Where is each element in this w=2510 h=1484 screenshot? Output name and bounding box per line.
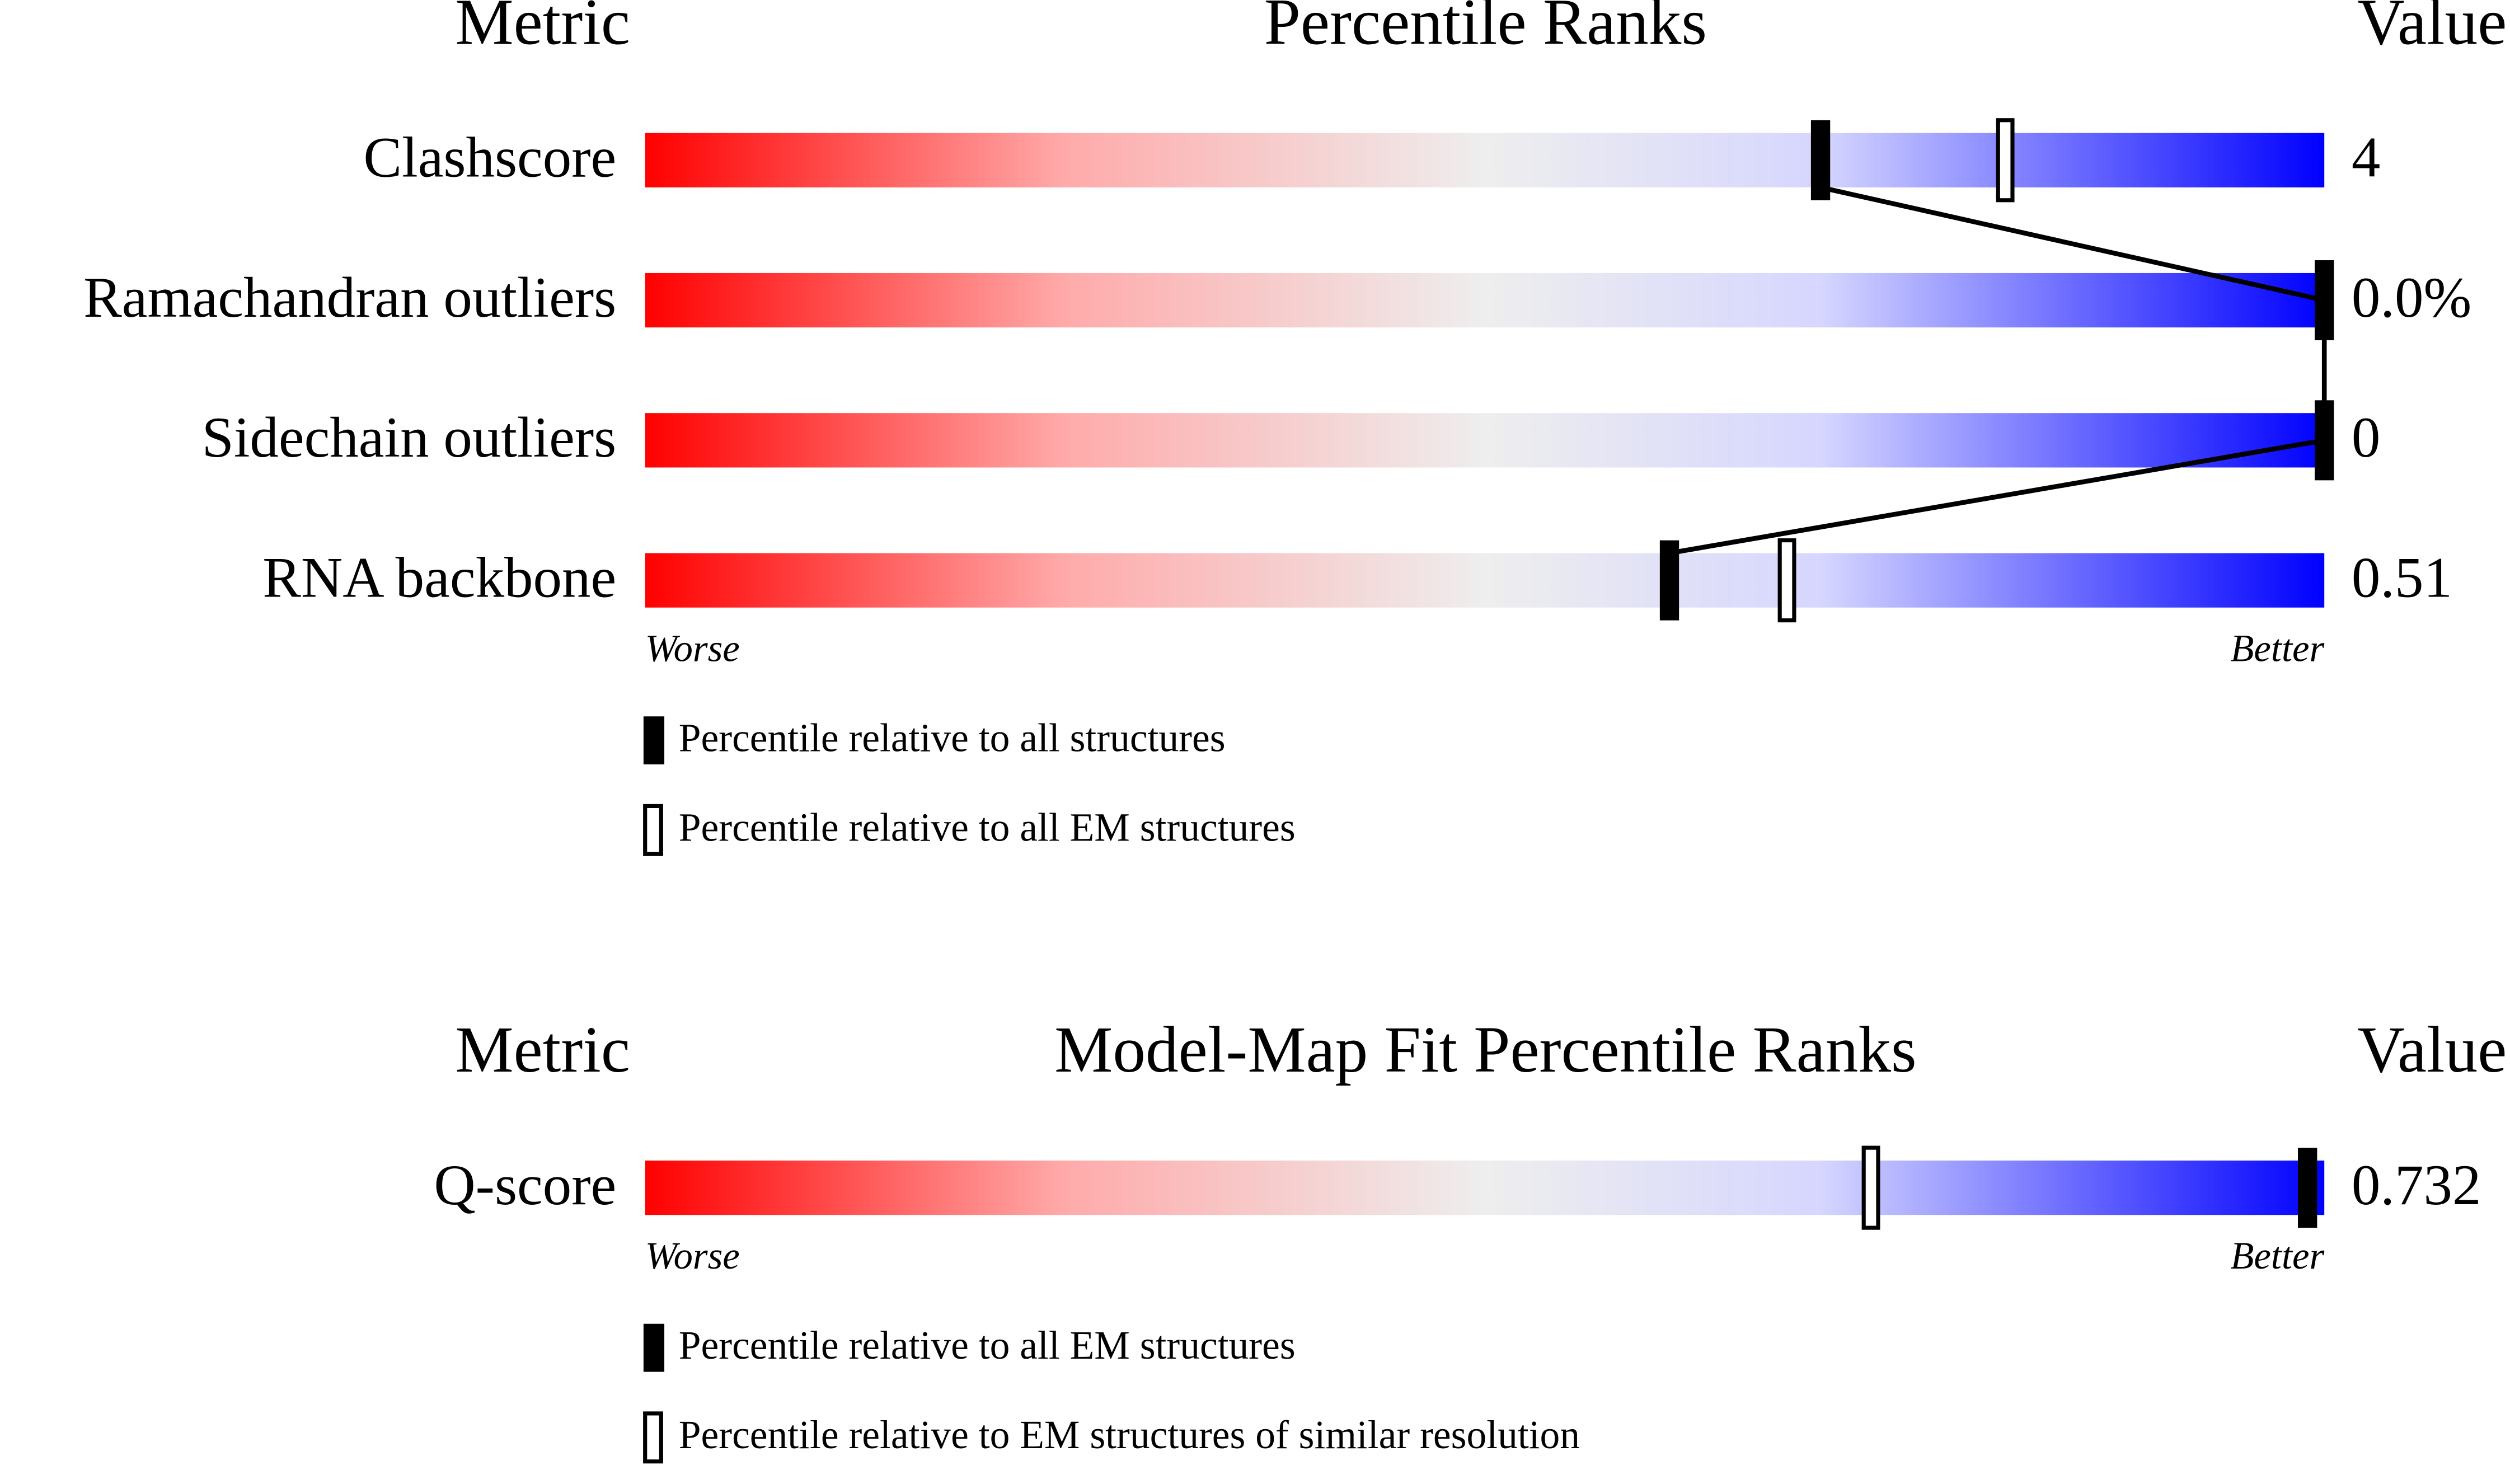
value-header: Value xyxy=(2357,0,2507,59)
metric-value: 0 xyxy=(2352,406,2380,469)
better-label: Better xyxy=(2231,627,2325,670)
chart-title: Percentile Ranks xyxy=(1264,0,1707,59)
legend-label: Percentile relative to all structures xyxy=(679,716,1226,760)
percentile-bar xyxy=(645,273,2325,328)
marker-open xyxy=(1777,538,1796,623)
marker-filled xyxy=(2315,260,2334,341)
legend-swatch xyxy=(643,716,665,765)
value-header: Value xyxy=(2357,1013,2507,1086)
metric-value: 0.732 xyxy=(2352,1153,2481,1217)
metric-header: Metric xyxy=(455,0,630,59)
marker-open xyxy=(1861,1145,1880,1230)
marker-filled xyxy=(1659,540,1679,621)
legend-swatch xyxy=(643,1323,665,1372)
metric-label: Q-score xyxy=(434,1153,616,1217)
percentile-bar xyxy=(645,553,2325,608)
worse-label: Worse xyxy=(645,1234,740,1277)
metric-value: 4 xyxy=(2352,126,2380,190)
chart-title: Model-Map Fit Percentile Ranks xyxy=(1054,1013,1917,1086)
legend-label: Percentile relative to all EM structures xyxy=(679,806,1296,850)
connector-line xyxy=(1669,185,2327,556)
percentile-bar xyxy=(645,133,2325,187)
metric-label: RNA backbone xyxy=(262,546,616,609)
metric-value: 0.0% xyxy=(2352,266,2472,330)
metric-label: Ramachandran outliers xyxy=(83,266,616,330)
better-label: Better xyxy=(2231,1234,2325,1277)
marker-filled xyxy=(2298,1148,2317,1228)
legend-swatch xyxy=(643,804,663,856)
percentile-bar xyxy=(645,413,2325,468)
marker-filled xyxy=(2315,400,2334,481)
legend-swatch xyxy=(643,1411,663,1464)
metric-value: 0.51 xyxy=(2352,546,2452,609)
percentile-bar xyxy=(645,1160,2325,1215)
marker-filled xyxy=(1810,120,1831,200)
metric-label: Clashscore xyxy=(363,126,616,190)
legend-label: Percentile relative to EM structures of … xyxy=(679,1413,1580,1457)
metric-label: Sidechain outliers xyxy=(202,406,617,469)
metric-header: Metric xyxy=(455,1013,630,1086)
marker-open xyxy=(1996,118,2015,203)
legend-label: Percentile relative to all EM structures xyxy=(679,1323,1296,1368)
worse-label: Worse xyxy=(645,627,740,670)
